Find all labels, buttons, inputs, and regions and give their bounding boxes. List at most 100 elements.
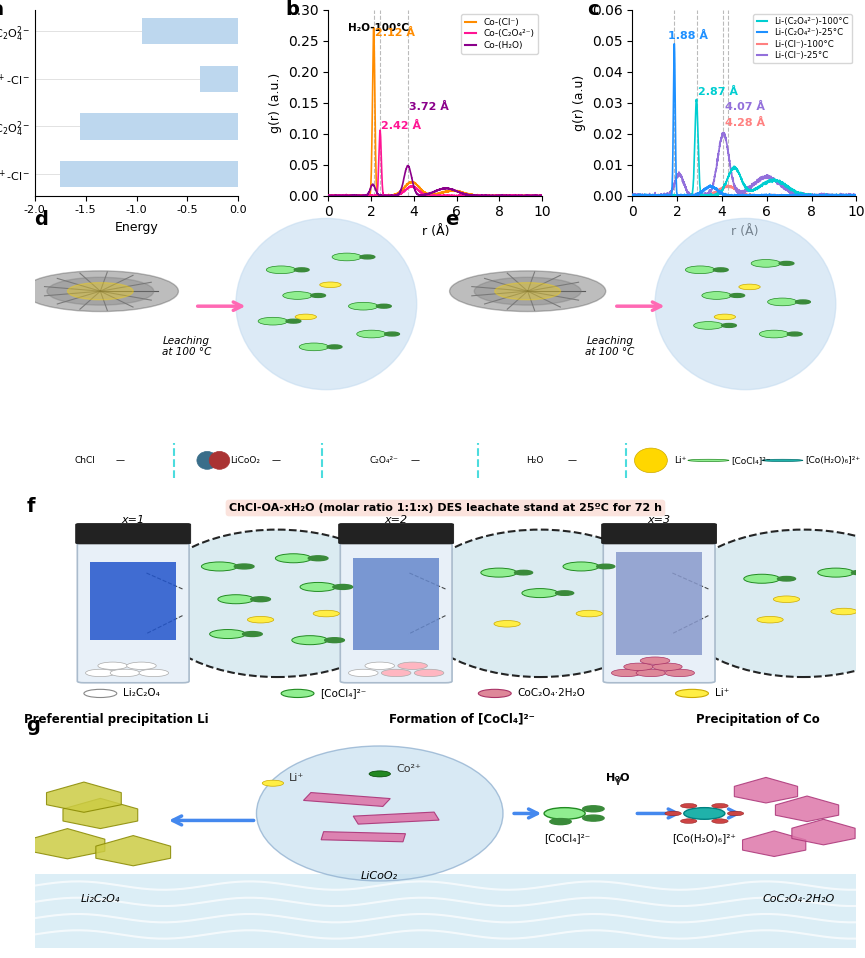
Circle shape xyxy=(327,345,342,349)
Circle shape xyxy=(332,253,362,261)
Circle shape xyxy=(757,616,783,623)
Circle shape xyxy=(714,268,728,272)
Circle shape xyxy=(550,818,571,825)
Text: ChCl: ChCl xyxy=(74,456,95,465)
Circle shape xyxy=(773,596,799,603)
Circle shape xyxy=(67,283,133,300)
Circle shape xyxy=(796,300,811,304)
Text: Li⁺: Li⁺ xyxy=(290,773,304,783)
Text: Formation of [CoCl₄]²⁻: Formation of [CoCl₄]²⁻ xyxy=(389,713,535,726)
Polygon shape xyxy=(742,831,806,856)
Circle shape xyxy=(759,331,789,338)
Circle shape xyxy=(563,562,599,571)
Circle shape xyxy=(727,811,744,816)
Bar xyxy=(60,161,239,187)
Ellipse shape xyxy=(145,530,408,677)
Circle shape xyxy=(683,808,725,819)
Circle shape xyxy=(730,293,745,297)
Circle shape xyxy=(320,282,341,287)
Text: [CoCl₄]²⁻: [CoCl₄]²⁻ xyxy=(321,689,367,698)
Circle shape xyxy=(126,662,157,670)
Circle shape xyxy=(84,690,117,697)
Circle shape xyxy=(295,314,317,320)
Circle shape xyxy=(398,662,427,670)
X-axis label: r (Å): r (Å) xyxy=(421,225,449,238)
FancyBboxPatch shape xyxy=(340,540,452,683)
Text: 3.72 Å: 3.72 Å xyxy=(409,102,449,112)
Text: LiCoO₂: LiCoO₂ xyxy=(362,871,398,880)
Text: [Co(H₂O)₆]²⁺: [Co(H₂O)₆]²⁺ xyxy=(805,456,861,465)
Circle shape xyxy=(544,808,586,819)
Circle shape xyxy=(313,610,339,617)
Text: e: e xyxy=(445,210,458,229)
FancyBboxPatch shape xyxy=(602,523,717,544)
Circle shape xyxy=(349,303,378,310)
Circle shape xyxy=(311,293,325,297)
Bar xyxy=(80,113,239,140)
Circle shape xyxy=(356,331,387,338)
Circle shape xyxy=(721,324,736,328)
Circle shape xyxy=(712,819,728,824)
Circle shape xyxy=(751,260,781,267)
Circle shape xyxy=(851,570,865,575)
Circle shape xyxy=(450,271,606,311)
Text: x=3: x=3 xyxy=(648,515,670,525)
Text: 2.42 Å: 2.42 Å xyxy=(381,122,421,131)
FancyBboxPatch shape xyxy=(77,540,189,683)
Circle shape xyxy=(555,591,573,595)
Legend: Co-(Cl⁻), Co-(C₂O₄²⁻), Co-(H₂O): Co-(Cl⁻), Co-(C₂O₄²⁻), Co-(H₂O) xyxy=(462,14,538,54)
Circle shape xyxy=(494,621,520,627)
Circle shape xyxy=(47,277,154,305)
X-axis label: Energy: Energy xyxy=(115,221,158,234)
Text: 2.12 Å: 2.12 Å xyxy=(375,28,415,37)
Circle shape xyxy=(286,319,301,323)
X-axis label: r (Å): r (Å) xyxy=(731,225,758,238)
Circle shape xyxy=(612,670,641,676)
Ellipse shape xyxy=(197,451,217,469)
Circle shape xyxy=(266,266,296,274)
Text: —: — xyxy=(272,456,280,465)
Circle shape xyxy=(474,277,581,305)
Circle shape xyxy=(281,690,314,697)
Circle shape xyxy=(702,291,732,299)
Text: 4.07 Å: 4.07 Å xyxy=(725,103,765,112)
Circle shape xyxy=(624,663,653,671)
Circle shape xyxy=(714,314,735,320)
Circle shape xyxy=(202,562,238,571)
Circle shape xyxy=(365,662,394,670)
Ellipse shape xyxy=(408,530,671,677)
Circle shape xyxy=(744,574,780,583)
Text: C₂O₄²⁻: C₂O₄²⁻ xyxy=(370,456,399,465)
Text: f: f xyxy=(27,497,35,515)
Text: LiCoO₂: LiCoO₂ xyxy=(230,456,260,465)
Circle shape xyxy=(685,266,715,274)
Circle shape xyxy=(139,670,169,676)
Circle shape xyxy=(294,268,309,272)
Circle shape xyxy=(292,636,328,645)
Circle shape xyxy=(712,804,728,809)
Legend: Li-(C₂O₄²⁻)-100°C, Li-(C₂O₄²⁻)-25°C, Li-(Cl⁻)-100°C, Li-(Cl⁻)-25°C: Li-(C₂O₄²⁻)-100°C, Li-(C₂O₄²⁻)-25°C, Li-… xyxy=(753,13,852,63)
Text: —: — xyxy=(567,456,576,465)
Text: Leaching
at 100 °C: Leaching at 100 °C xyxy=(585,336,635,357)
Circle shape xyxy=(640,657,670,664)
Circle shape xyxy=(778,577,796,581)
Ellipse shape xyxy=(635,448,668,472)
Text: [Co(H₂O)₆]²⁺: [Co(H₂O)₆]²⁺ xyxy=(672,833,736,843)
Circle shape xyxy=(369,771,390,777)
Circle shape xyxy=(251,597,271,602)
Circle shape xyxy=(495,283,561,300)
Circle shape xyxy=(324,638,344,643)
Polygon shape xyxy=(791,819,855,845)
Text: Li₂C₂O₄: Li₂C₂O₄ xyxy=(80,894,120,904)
Polygon shape xyxy=(775,796,839,822)
Circle shape xyxy=(283,291,312,299)
Polygon shape xyxy=(30,829,105,858)
Circle shape xyxy=(218,595,254,604)
Circle shape xyxy=(515,570,533,575)
Circle shape xyxy=(376,305,391,308)
Y-axis label: g(r) (a.u.): g(r) (a.u.) xyxy=(269,73,282,133)
Circle shape xyxy=(831,608,857,615)
Text: H₂O: H₂O xyxy=(526,456,543,465)
Circle shape xyxy=(779,262,794,265)
FancyBboxPatch shape xyxy=(617,552,702,654)
